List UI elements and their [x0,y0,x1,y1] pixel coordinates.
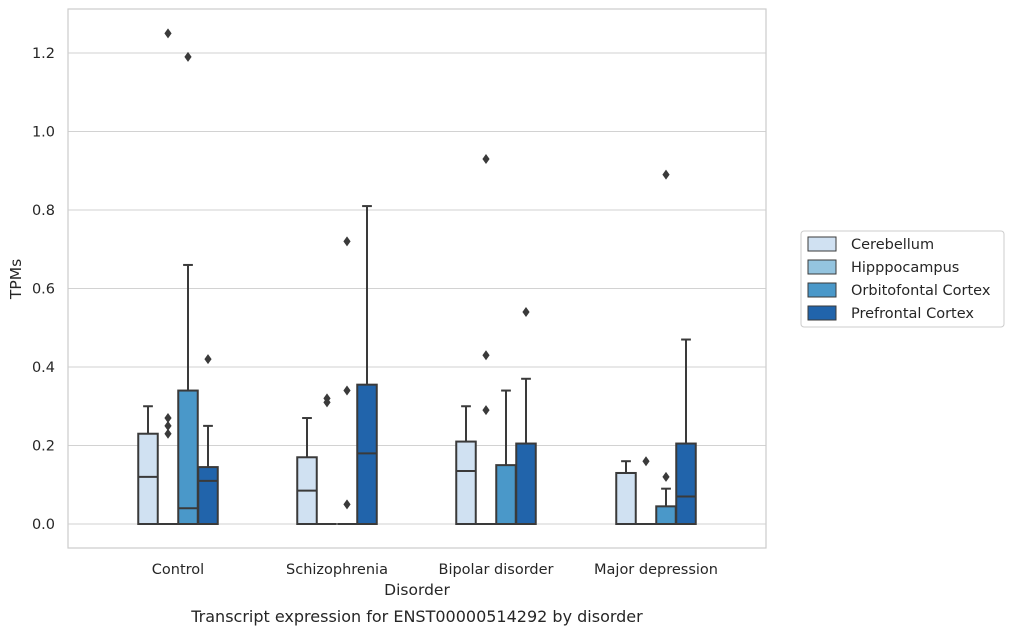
outlier-point [642,456,650,467]
outlier-point [482,153,490,164]
gridlines [68,52,766,525]
legend: Cerebellum Hipppocampus Orbitofontal Corte… [800,230,1005,328]
box-hipppocampus [158,28,178,525]
box-orbitofontal-cortex [495,389,517,525]
box-cerebellum [455,405,477,526]
box-iqr [655,505,677,525]
outlier-point [164,420,172,431]
y-tick-label: 0.0 [32,517,55,533]
y-tick-label: 0.4 [32,360,55,376]
outlier-point [343,385,351,396]
outlier-point [323,393,331,404]
legend-swatch [807,259,837,275]
legend-swatch [807,236,837,252]
box-iqr [615,471,637,526]
box-hipppocampus [476,153,496,525]
y-tick-label: 0.8 [32,203,55,219]
box-cerebellum [615,460,637,526]
legend-label: Hipppocampus [851,260,959,276]
box-prefrontal-cortex [197,354,219,525]
x-tick-labels: Control Schizophrenia Bipolar disorder Majo… [152,562,718,578]
y-tick-label: 0.6 [32,282,55,298]
outlier-point [164,28,172,39]
outlier-point [482,405,490,416]
legend-label: Prefrontal Cortex [851,306,974,322]
outlier-point [343,236,351,247]
box-prefrontal-cortex [675,338,697,526]
outlier-point [662,471,670,482]
legend-label: Cerebellum [851,237,934,253]
x-axis-label: Disorder [384,581,450,599]
chart-caption: Transcript expression for ENST0000051429… [190,607,643,626]
y-tick-label: 1.0 [32,125,55,141]
box-hipppocampus [317,393,337,525]
box-cerebellum [296,417,318,525]
y-tick-labels: 0.0 0.2 0.4 0.6 0.8 1.0 1.2 [32,46,55,533]
box-iqr [177,389,199,525]
box-series [137,28,697,526]
y-tick-label: 1.2 [32,46,55,62]
box-iqr [197,466,219,525]
box-prefrontal-cortex [515,307,537,526]
box-cerebellum [137,405,159,526]
box-orbitofontal-cortex [337,236,357,525]
plot-frame [67,8,767,549]
x-tick-label: Bipolar disorder [439,562,554,578]
box-iqr [137,432,159,526]
box-iqr [515,442,537,526]
box-orbitofontal-cortex [655,169,677,525]
outlier-point [343,499,351,510]
outlier-point [204,354,212,365]
outlier-point [482,350,490,361]
x-tick-label: Major depression [594,562,718,578]
box-prefrontal-cortex [356,205,378,525]
box-iqr [455,440,477,526]
outlier-point [164,428,172,439]
legend-label: Orbitofontal Cortex [851,283,991,299]
outlier-point [662,169,670,180]
outlier-point [184,51,192,62]
box-orbitofontal-cortex [177,51,199,525]
box-hipppocampus [636,456,656,525]
box-iqr [495,464,517,525]
x-tick-label: Control [152,562,204,578]
outlier-point [164,413,172,424]
box-iqr [675,442,697,526]
y-tick-label: 0.2 [32,439,55,455]
legend-frame [800,230,1005,328]
outlier-point [522,307,530,318]
y-axis-label: TPMs [7,259,25,300]
legend-swatch [807,282,837,298]
x-tick-label: Schizophrenia [286,562,388,578]
legend-swatch [807,305,837,321]
